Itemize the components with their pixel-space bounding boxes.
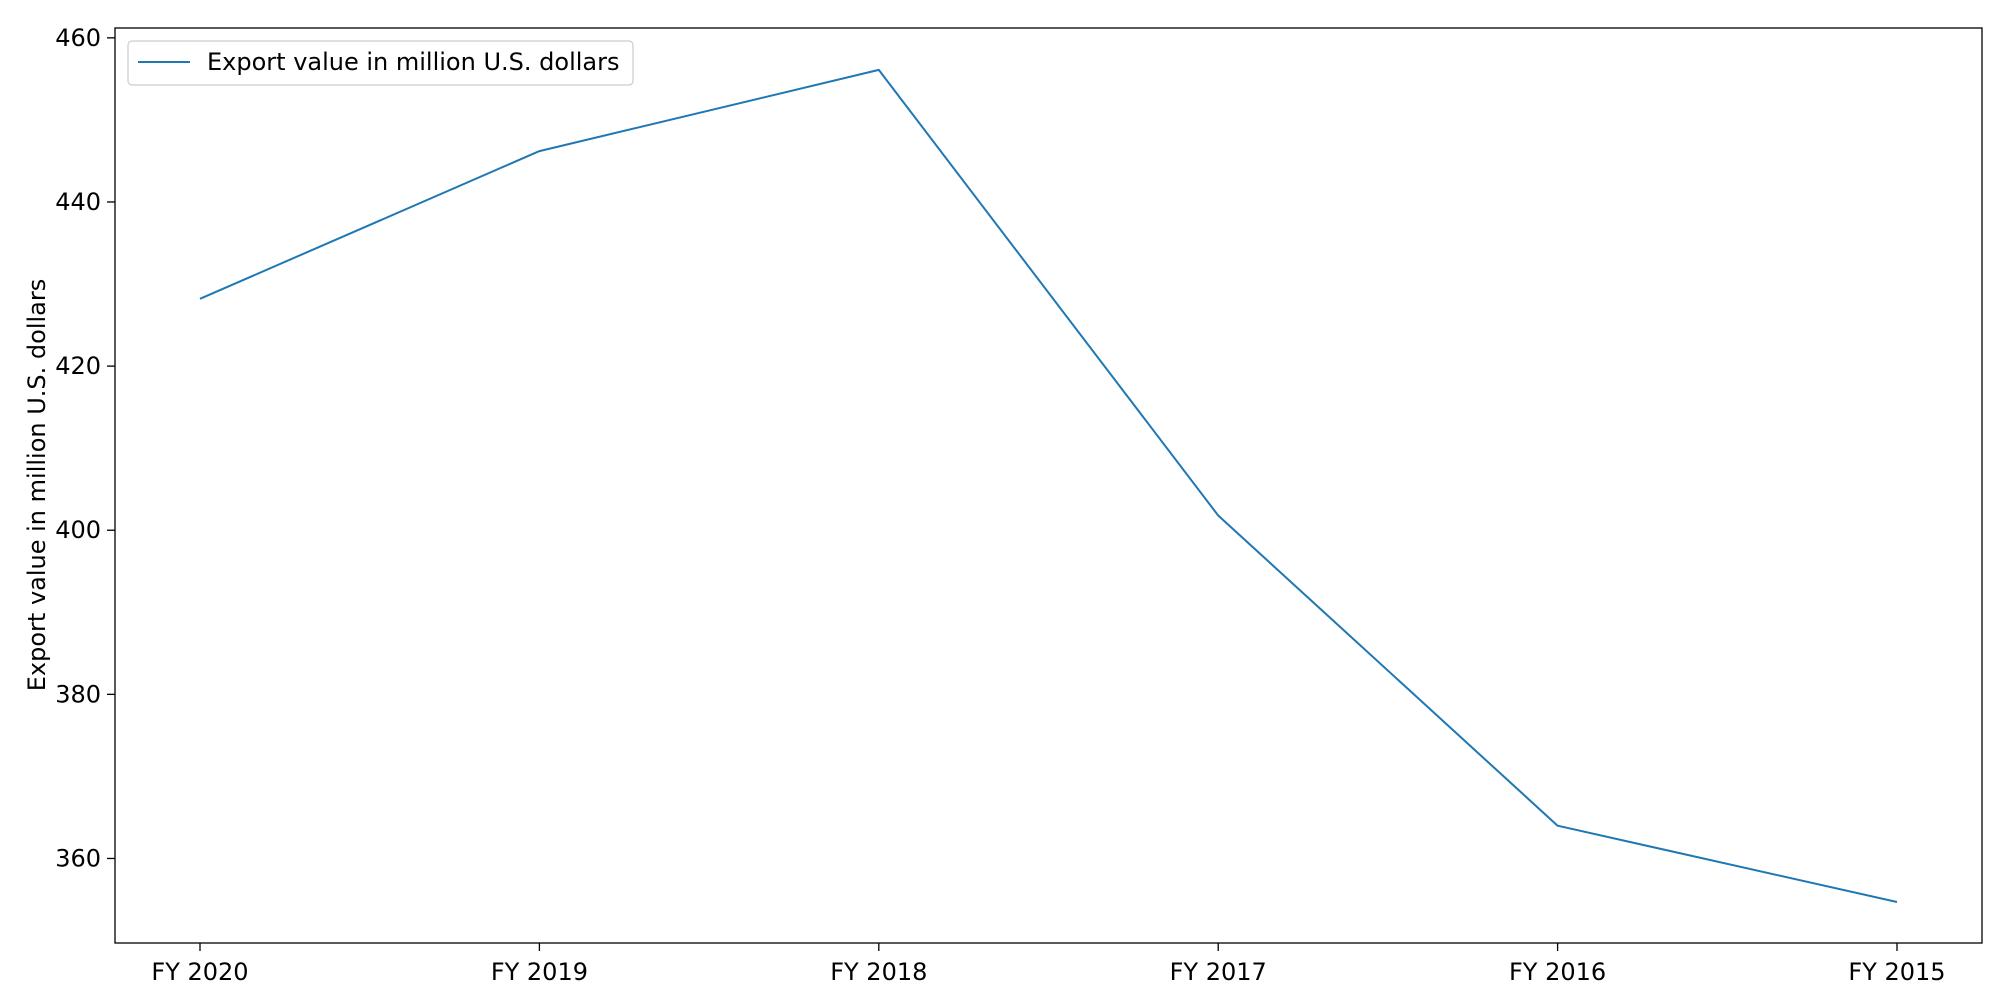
x-tick-label: FY 2015 xyxy=(1848,958,1945,986)
y-tick-label: 380 xyxy=(55,680,101,708)
y-axis-ticks: 360 380 400 420 440 460 xyxy=(55,24,115,872)
y-tick-label: 440 xyxy=(55,188,101,216)
x-tick-label: FY 2017 xyxy=(1170,958,1267,986)
x-tick-label: FY 2019 xyxy=(491,958,588,986)
y-tick-label: 420 xyxy=(55,352,101,380)
y-axis-label: Export value in million U.S. dollars xyxy=(23,279,51,691)
legend-label: Export value in million U.S. dollars xyxy=(207,48,619,76)
x-axis-ticks: FY 2020 FY 2019 FY 2018 FY 2017 FY 2016 FY 20… xyxy=(151,943,1946,986)
x-tick-label: FY 2018 xyxy=(830,958,927,986)
series-line xyxy=(199,68,1898,903)
legend-box xyxy=(127,40,634,86)
x-tick-label: FY 2016 xyxy=(1509,958,1606,986)
y-tick-label: 460 xyxy=(55,24,101,52)
x-tick-label: FY 2020 xyxy=(151,958,248,986)
plot-frame xyxy=(114,27,1983,944)
legend: Export value in million U.S. dollars xyxy=(127,40,634,86)
y-tick-label: 400 xyxy=(55,516,101,544)
y-tick-label: 360 xyxy=(55,844,101,872)
